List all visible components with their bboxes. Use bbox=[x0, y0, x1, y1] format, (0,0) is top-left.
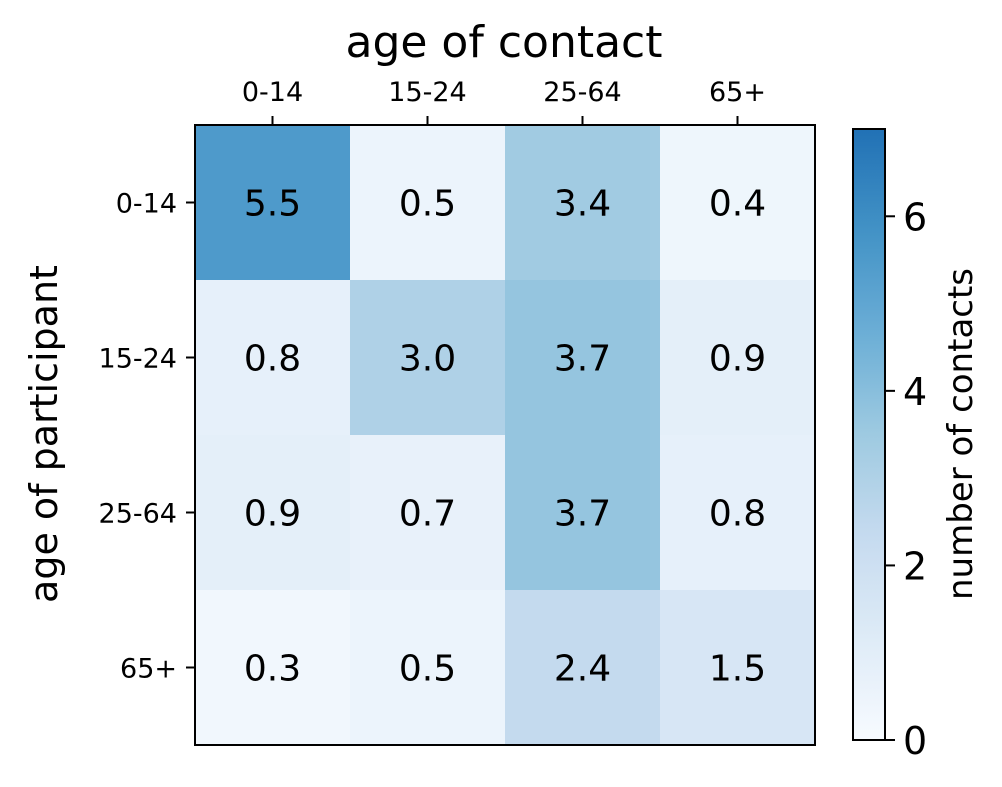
x-tick-label: 25-64 bbox=[543, 77, 621, 108]
heatmap-cells bbox=[195, 125, 816, 746]
heatmap-cell bbox=[660, 125, 816, 281]
heatmap-cell bbox=[195, 125, 351, 281]
heatmap-cell bbox=[350, 280, 506, 436]
heatmap-cell bbox=[505, 435, 661, 591]
colorbar-tick-label: 0 bbox=[903, 719, 927, 763]
heatmap-cell bbox=[505, 125, 661, 281]
heatmap-cell bbox=[505, 280, 661, 436]
colorbar-label: number of contacts bbox=[941, 268, 981, 600]
y-tick-label: 15-24 bbox=[99, 344, 177, 375]
y-axis-ticks: 0-14 15-24 25-64 65+ bbox=[99, 189, 195, 685]
cell-value-label: 0.9 bbox=[244, 494, 301, 535]
x-axis-ticks: 0-14 15-24 25-64 65+ bbox=[242, 77, 766, 125]
cell-value-label: 0.4 bbox=[709, 184, 766, 225]
heatmap-cell bbox=[350, 435, 506, 591]
cell-value-label: 0.5 bbox=[399, 649, 456, 690]
colorbar-ticks: 0 2 4 6 bbox=[885, 195, 927, 763]
heatmap-cell bbox=[195, 435, 351, 591]
heatmap-cell bbox=[350, 590, 506, 746]
cell-value-label: 0.7 bbox=[399, 494, 456, 535]
cell-value-label: 1.5 bbox=[709, 649, 766, 690]
colorbar-tick-label: 4 bbox=[903, 370, 927, 414]
cell-value-label: 3.7 bbox=[554, 339, 611, 380]
heatmap-cell bbox=[195, 280, 351, 436]
cell-value-label: 0.8 bbox=[709, 494, 766, 535]
cell-value-label: 0.8 bbox=[244, 339, 301, 380]
cell-value-label: 0.5 bbox=[399, 184, 456, 225]
x-tick-label: 0-14 bbox=[242, 77, 303, 108]
x-tick-label: 65+ bbox=[709, 77, 766, 108]
cell-value-label: 2.4 bbox=[554, 649, 611, 690]
cell-value-label: 3.0 bbox=[399, 339, 456, 380]
y-tick-label: 65+ bbox=[120, 654, 177, 685]
x-axis-title: age of contact bbox=[345, 17, 662, 68]
colorbar-tick-label: 6 bbox=[903, 195, 927, 239]
heatmap-cell bbox=[195, 590, 351, 746]
y-axis-title: age of participant bbox=[22, 265, 66, 603]
plot-frame bbox=[194, 124, 816, 746]
colorbar bbox=[852, 128, 886, 741]
heatmap-cell bbox=[660, 280, 816, 436]
heatmap-cell bbox=[660, 435, 816, 591]
y-tick-label: 0-14 bbox=[116, 189, 177, 220]
heatmap-cell bbox=[505, 590, 661, 746]
y-tick-label: 25-64 bbox=[99, 499, 177, 530]
cell-value-label: 0.3 bbox=[244, 649, 301, 690]
heatmap-cell-labels: 5.5 0.5 3.4 0.4 0.8 3.0 3.7 0.9 0.9 0.7 3.7 0.8 0.3 0… bbox=[244, 184, 766, 690]
x-tick-label: 15-24 bbox=[388, 77, 466, 108]
cell-value-label: 3.4 bbox=[554, 184, 611, 225]
cell-value-label: 5.5 bbox=[244, 184, 301, 225]
cell-value-label: 3.7 bbox=[554, 494, 611, 535]
heatmap-cell bbox=[350, 125, 506, 281]
cell-value-label: 0.9 bbox=[709, 339, 766, 380]
heatmap-cell bbox=[660, 590, 816, 746]
colorbar-tick-label: 2 bbox=[903, 544, 927, 588]
